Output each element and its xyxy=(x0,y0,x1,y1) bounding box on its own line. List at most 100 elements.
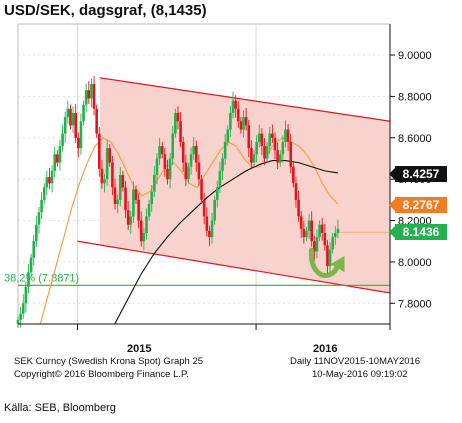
candle-body xyxy=(113,187,117,204)
candle-body xyxy=(95,108,98,134)
candle-body xyxy=(16,319,20,324)
last-value-badge: 8.4257 xyxy=(389,165,447,182)
candle-body xyxy=(40,199,43,213)
candle-body xyxy=(326,245,329,267)
candle-body xyxy=(200,179,203,200)
candle-body xyxy=(294,183,298,200)
candle-body xyxy=(286,129,290,142)
rebound-arrow xyxy=(308,247,345,278)
footer-line-1: SEK Curncy (Swedish Krona Spot) Graph 25… xyxy=(14,356,420,367)
candle-body xyxy=(137,199,140,221)
footer-timestamp: 10-May-2016 09:19:02 xyxy=(312,369,408,380)
candle-body xyxy=(58,146,62,163)
candle-body xyxy=(134,189,138,200)
candle-body xyxy=(229,112,232,130)
candle-body xyxy=(132,189,135,217)
candle-body xyxy=(111,162,114,188)
last-value-badge: 8.2767 xyxy=(389,196,447,213)
candle-body xyxy=(292,166,295,184)
channel-upper-line xyxy=(99,77,391,122)
candle-body xyxy=(239,121,243,130)
candle-body xyxy=(263,146,266,159)
candle-body xyxy=(247,125,251,149)
candle-body xyxy=(208,230,211,238)
candlesticks xyxy=(16,76,340,329)
candle-body xyxy=(48,177,51,184)
candle-body xyxy=(260,133,264,147)
candle-body xyxy=(166,168,169,180)
rebound-arrow-head xyxy=(330,256,345,273)
candle-body xyxy=(221,158,224,171)
footer-security: SEK Curncy (Swedish Krona Spot) Graph 25 xyxy=(14,356,204,367)
candle-body xyxy=(82,104,85,122)
candle-body xyxy=(187,166,190,180)
candle-body xyxy=(158,146,161,159)
candle-body xyxy=(226,129,230,142)
candle-body xyxy=(215,187,219,200)
footer-range: Daily 11NOV2015-10MAY2016 xyxy=(290,356,421,367)
candle-body xyxy=(281,141,285,155)
candle-body xyxy=(56,154,59,163)
source-label: Källa: SEB, Bloomberg xyxy=(4,402,116,414)
candle-body xyxy=(19,313,22,320)
candle-body xyxy=(213,199,216,221)
candle-body xyxy=(236,108,240,122)
x-tick-label: 2016 xyxy=(313,343,337,355)
candle-body xyxy=(139,220,143,242)
candle-body xyxy=(302,228,306,238)
candle-body xyxy=(147,204,151,217)
candle-body xyxy=(103,179,106,184)
candle-body xyxy=(255,141,258,155)
x-tick-label: 2015 xyxy=(127,343,151,355)
chart-title: USD/SEK, dagsgraf, (8,1435) xyxy=(4,2,207,19)
candle-body xyxy=(179,121,182,142)
candle-body xyxy=(299,216,303,229)
candle-body xyxy=(231,100,235,113)
candle-body xyxy=(315,237,319,252)
candle-body xyxy=(61,133,64,147)
candle-body xyxy=(278,154,282,163)
candle-body xyxy=(250,148,253,163)
candle-body xyxy=(37,212,41,225)
candle-body xyxy=(90,84,93,99)
candle-body xyxy=(105,148,109,180)
candle-body xyxy=(77,137,80,149)
candle-body xyxy=(192,146,195,155)
candle-body xyxy=(174,112,177,134)
candle-body xyxy=(97,133,101,169)
last-value-badge: 8.1436 xyxy=(389,224,447,241)
candle-body xyxy=(87,90,91,99)
candle-body xyxy=(336,228,340,233)
candle-body xyxy=(320,224,324,233)
candle-body xyxy=(29,257,33,273)
candle-body xyxy=(271,133,274,138)
candle-body xyxy=(21,303,25,314)
candle-body xyxy=(129,216,133,225)
candle-body xyxy=(160,146,164,155)
candle-body xyxy=(27,272,30,287)
candle-body xyxy=(313,241,316,252)
candle-body xyxy=(265,146,269,159)
candle-body xyxy=(84,90,88,105)
candle-body xyxy=(168,158,172,180)
candle-body xyxy=(257,133,261,142)
candle-body xyxy=(318,224,321,238)
candle-body xyxy=(145,216,148,233)
candle-body xyxy=(153,175,156,192)
y-tick-label: 9.0000 xyxy=(398,50,432,62)
candle-body xyxy=(195,146,198,163)
candle-body xyxy=(63,117,67,134)
candle-body xyxy=(202,199,206,217)
candle-body xyxy=(155,158,159,176)
candle-body xyxy=(69,108,72,126)
candle-body xyxy=(53,154,57,171)
footer-line-2: Copyright© 2016 Bloomberg Finance L.P. 1… xyxy=(14,369,408,380)
candle-body xyxy=(244,117,248,126)
fib-label: 38,2% (7.8871) xyxy=(4,272,79,284)
candle-body xyxy=(126,210,130,225)
candle-body xyxy=(45,177,49,188)
candle-body xyxy=(100,168,104,184)
candle-body xyxy=(268,133,272,147)
candle-body xyxy=(32,241,36,258)
candle-body xyxy=(223,141,227,159)
